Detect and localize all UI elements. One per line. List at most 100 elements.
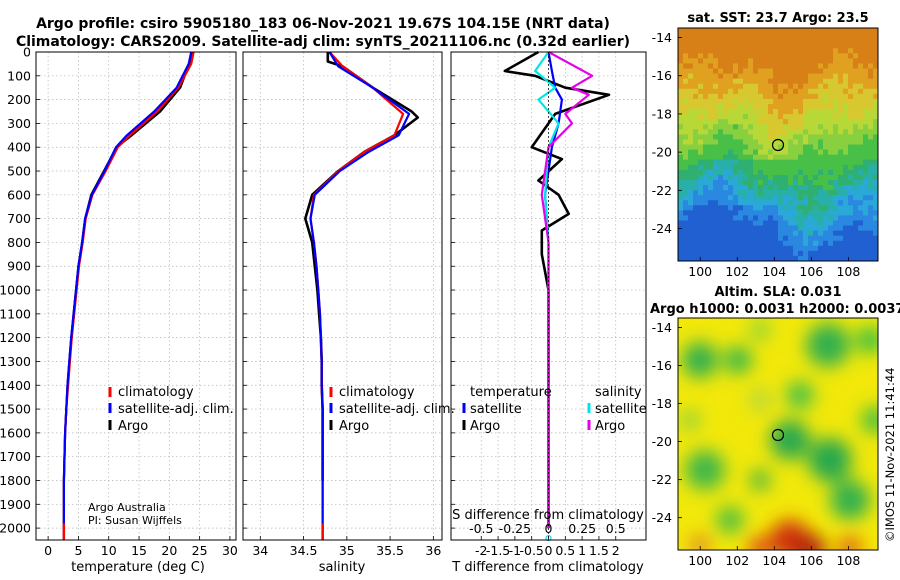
sst-cell xyxy=(813,83,819,90)
sst-cell xyxy=(738,109,744,115)
sst-cell xyxy=(758,58,764,64)
sst-cell xyxy=(773,245,779,252)
sst-cell xyxy=(768,190,774,196)
sst-cell xyxy=(773,255,779,261)
sst-cell xyxy=(688,98,694,105)
sst-cell xyxy=(863,129,869,135)
depth-tick-label: 1000 xyxy=(0,283,31,298)
sst-cell xyxy=(793,210,799,216)
sst-cell xyxy=(678,73,684,80)
sst-cell xyxy=(758,63,764,69)
sst-cell xyxy=(693,164,699,171)
sst-cell xyxy=(738,48,744,54)
sst-cell xyxy=(703,58,709,64)
sst-cell xyxy=(838,98,844,105)
sst-cell xyxy=(688,210,694,216)
sst-cell xyxy=(788,195,794,201)
sst-cell xyxy=(713,78,719,85)
sst-cell xyxy=(808,68,814,74)
sst-cell xyxy=(783,144,789,150)
sst-cell xyxy=(803,103,809,110)
sst-cell xyxy=(678,68,684,74)
sst-cell xyxy=(798,58,804,64)
sst-cell xyxy=(853,109,859,115)
sst-cell xyxy=(823,169,829,176)
sst-cell xyxy=(713,200,719,206)
sst-cell xyxy=(698,220,704,226)
sst-cell xyxy=(713,245,719,252)
sst-cell xyxy=(713,144,719,150)
sst-cell xyxy=(763,240,769,247)
sst-cell xyxy=(758,48,764,54)
sst-cell xyxy=(798,83,804,90)
sst-cell xyxy=(703,190,709,196)
sst-cell xyxy=(833,83,839,90)
legend-argo-T: Argo xyxy=(470,419,500,434)
sst-cell xyxy=(678,240,684,247)
sst-cell xyxy=(743,200,749,206)
sst-cell xyxy=(713,215,719,221)
sst-cell xyxy=(873,63,878,69)
sst-cell xyxy=(698,245,704,252)
sst-cell xyxy=(848,114,854,120)
sst-cell xyxy=(788,164,794,171)
sst-cell xyxy=(728,139,734,145)
sst-cell xyxy=(803,200,809,206)
sst-cell xyxy=(788,98,794,105)
sst-cell xyxy=(843,169,849,176)
sst-cell xyxy=(763,78,769,85)
sst-cell xyxy=(833,38,839,44)
sst-cell xyxy=(788,68,794,74)
sst-cell xyxy=(773,159,779,166)
sst-cell xyxy=(783,210,789,216)
sst-cell xyxy=(798,38,804,44)
sst-cell xyxy=(678,195,684,201)
sst-cell xyxy=(678,98,684,105)
sst-cell xyxy=(748,245,754,252)
sst-cell xyxy=(688,144,694,150)
sst-cell xyxy=(868,134,874,140)
x-tick-label: 1 xyxy=(578,543,586,558)
sst-cell xyxy=(678,215,684,221)
sst-cell xyxy=(853,83,859,90)
sst-cell xyxy=(773,58,779,64)
sst-cell xyxy=(718,43,724,49)
sst-cell xyxy=(703,179,709,186)
sla-blob xyxy=(830,480,870,520)
sst-cell xyxy=(803,210,809,216)
sst-cell xyxy=(873,129,878,135)
sst-cell xyxy=(688,215,694,221)
sst-cell xyxy=(818,210,824,216)
sst-cell xyxy=(843,103,849,110)
sst-cell xyxy=(758,103,764,110)
sst-cell xyxy=(808,103,814,110)
sst-cell xyxy=(758,159,764,166)
sst-cell xyxy=(863,103,869,110)
sst-cell xyxy=(688,129,694,135)
sst-cell xyxy=(768,103,774,110)
sst-cell xyxy=(708,98,714,105)
sst-cell xyxy=(713,255,719,261)
sst-cell xyxy=(678,179,684,186)
sst-cell xyxy=(723,149,729,156)
sst-cell xyxy=(693,235,699,242)
sst-cell xyxy=(813,250,819,257)
sst-cell xyxy=(718,109,724,115)
sst-cell xyxy=(733,48,739,54)
sst-cell xyxy=(798,174,804,181)
sst-cell xyxy=(798,68,804,74)
sst-cell xyxy=(798,63,804,69)
sst-cell xyxy=(743,68,749,74)
sst-cell xyxy=(823,210,829,216)
sst-cell xyxy=(693,195,699,201)
sst-cell xyxy=(738,215,744,221)
sst-cell xyxy=(868,43,874,49)
sla-blob xyxy=(748,536,772,550)
sst-cell xyxy=(868,185,874,191)
sst-cell xyxy=(868,230,874,237)
sst-cell xyxy=(728,169,734,176)
sst-cell xyxy=(798,33,804,39)
sst-cell xyxy=(823,179,829,186)
sst-cell xyxy=(718,230,724,237)
sst-cell xyxy=(678,28,684,34)
